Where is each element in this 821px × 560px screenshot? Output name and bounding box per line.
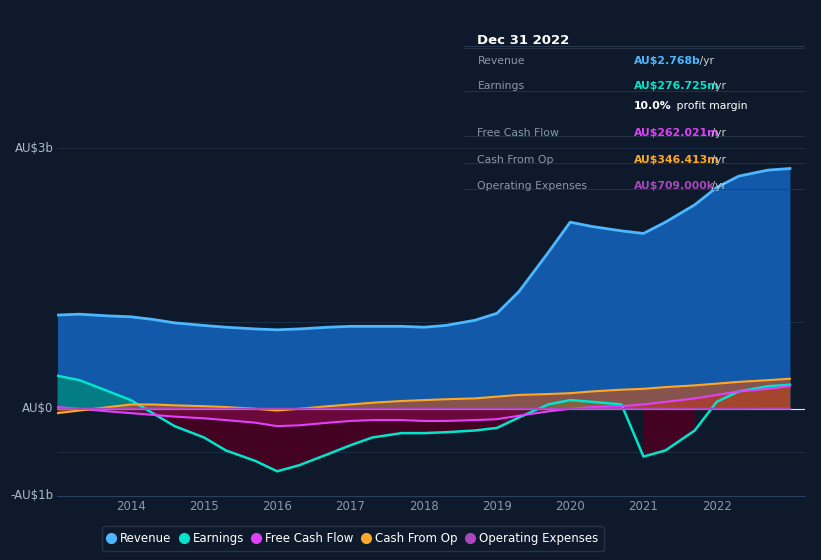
Text: -AU$1b: -AU$1b bbox=[11, 489, 53, 502]
Text: AU$3b: AU$3b bbox=[15, 142, 53, 155]
Text: AU$0: AU$0 bbox=[22, 402, 53, 416]
Text: 10.0%: 10.0% bbox=[635, 101, 672, 111]
Text: Revenue: Revenue bbox=[478, 57, 525, 67]
Text: /yr: /yr bbox=[709, 81, 727, 91]
Text: /yr: /yr bbox=[709, 181, 727, 191]
Text: Operating Expenses: Operating Expenses bbox=[478, 181, 588, 191]
Text: Free Cash Flow: Free Cash Flow bbox=[478, 128, 559, 138]
Text: Cash From Op: Cash From Op bbox=[478, 155, 554, 165]
Text: AU$262.021m: AU$262.021m bbox=[635, 128, 719, 138]
Legend: Revenue, Earnings, Free Cash Flow, Cash From Op, Operating Expenses: Revenue, Earnings, Free Cash Flow, Cash … bbox=[103, 526, 603, 551]
Text: /yr: /yr bbox=[696, 57, 714, 67]
Text: Dec 31 2022: Dec 31 2022 bbox=[478, 34, 570, 47]
Text: AU$2.768b: AU$2.768b bbox=[635, 57, 701, 67]
Text: /yr: /yr bbox=[709, 128, 727, 138]
Text: AU$276.725m: AU$276.725m bbox=[635, 81, 720, 91]
Text: AU$346.413m: AU$346.413m bbox=[635, 155, 720, 165]
Text: Earnings: Earnings bbox=[478, 81, 525, 91]
Text: profit margin: profit margin bbox=[673, 101, 748, 111]
Text: AU$709.000k: AU$709.000k bbox=[635, 181, 715, 191]
Text: /yr: /yr bbox=[709, 155, 727, 165]
